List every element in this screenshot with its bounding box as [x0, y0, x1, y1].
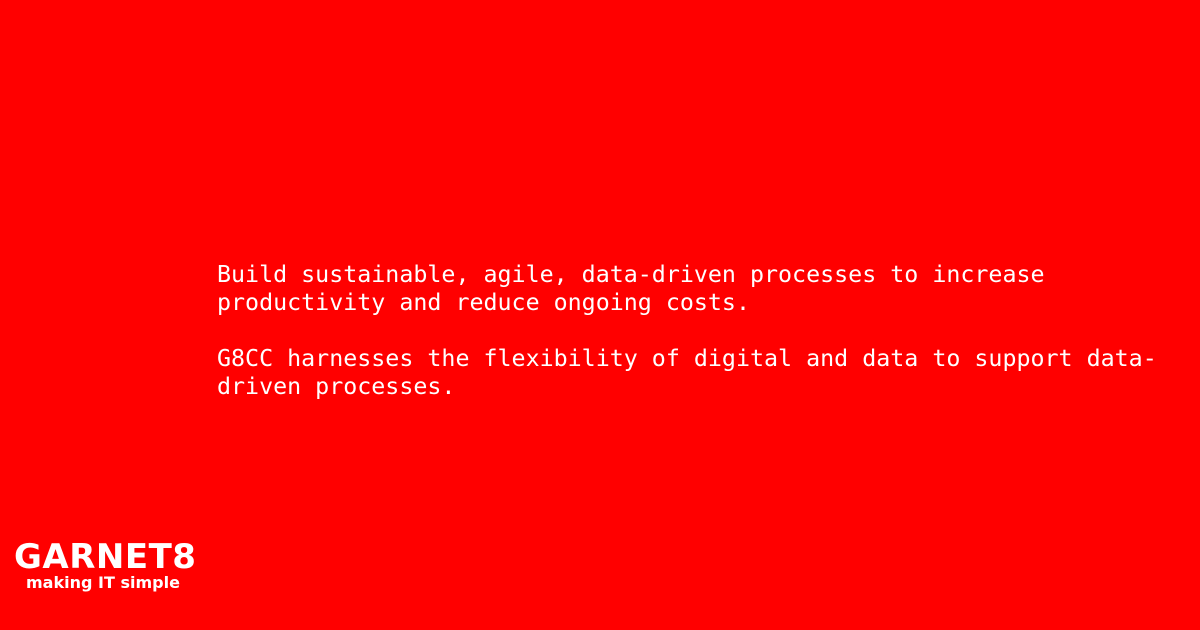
description-text-block: Build sustainable, agile, data-driven pr…	[217, 261, 1177, 401]
description-paragraph-2: G8CC harnesses the flexibility of digita…	[217, 345, 1157, 400]
garnet8-logo: GARNET8 making IT simple	[14, 537, 197, 592]
logo-wordmark: GARNET8	[14, 537, 197, 577]
description-paragraph-1: Build sustainable, agile, data-driven pr…	[217, 261, 1045, 316]
logo-tagline: making IT simple	[26, 573, 180, 592]
